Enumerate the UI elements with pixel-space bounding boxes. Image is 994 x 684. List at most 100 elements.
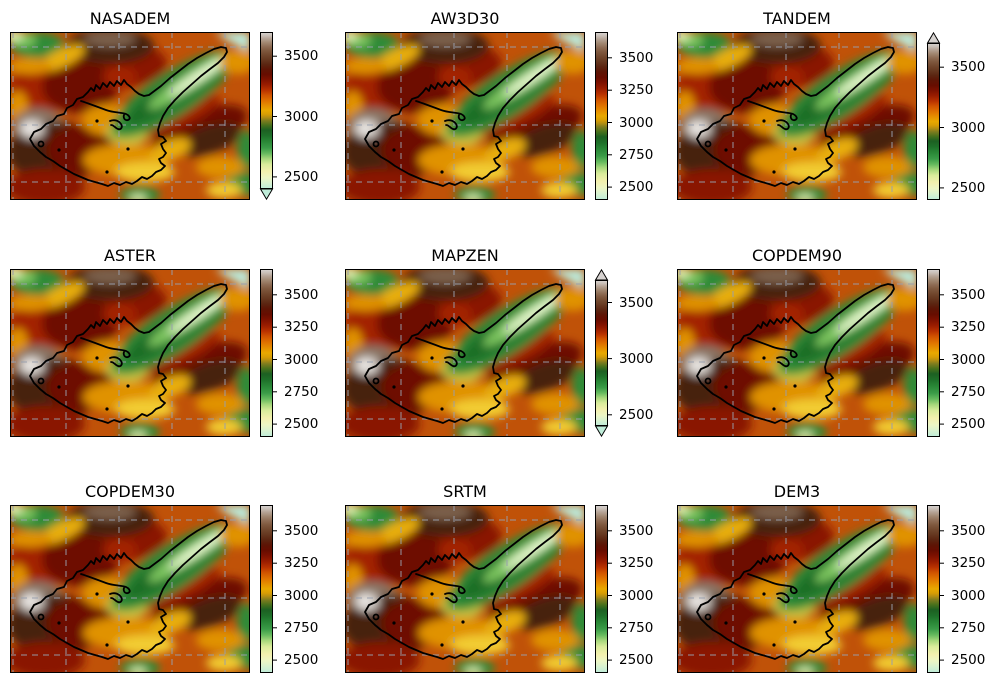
colorbar-tick-label: 2500: [951, 416, 986, 433]
colorbar-tick-label: 3000: [284, 351, 319, 368]
terrain-raster: [677, 505, 917, 673]
contour-dots: [57, 356, 130, 411]
panel-title: COPDEM90: [751, 246, 842, 265]
colorbar-area: 3500 3250 3000 2750 2500: [595, 505, 657, 673]
map-frame: [10, 505, 250, 673]
elevation-map: [10, 32, 250, 200]
colorbar: [927, 269, 944, 437]
contour-dots: [392, 119, 465, 174]
colorbar-tick-label: 2500: [619, 179, 654, 196]
colorbar-tick-label: 3500: [951, 286, 986, 303]
colorbar: [260, 269, 277, 437]
colorbar-tick-label: 3000: [619, 587, 654, 604]
terrain-raster: [677, 32, 917, 200]
colorbar-tick-label: 2750: [619, 146, 654, 163]
elevation-map: [677, 269, 917, 437]
colorbar-tick-label: 3000: [951, 587, 986, 604]
panel-nasadem: NASADEM: [0, 0, 335, 237]
map-frame: [10, 269, 250, 437]
colorbar-tick-label: 3500: [619, 294, 654, 311]
outline-contour: [29, 519, 228, 660]
colorbar-area: 3500 3000 2500: [926, 31, 989, 200]
colorbar-tick-label: 3500: [619, 522, 654, 539]
colorbar-tick-label: 3000: [619, 350, 654, 367]
colorbar-tick-label: 2750: [619, 619, 654, 636]
panel-mapzen: MAPZEN: [335, 237, 667, 473]
colorbar-tick-label: 2500: [951, 652, 986, 669]
colorbar-tick-label: 3000: [951, 119, 986, 136]
contour-dots: [724, 592, 797, 647]
outline-contour: [364, 46, 563, 187]
elevation-map: [345, 505, 585, 673]
colorbar-tick-label: 2500: [284, 416, 319, 433]
colorbar-ticks: [939, 294, 944, 425]
colorbar-tick-label: 2750: [951, 619, 986, 636]
panel-title: SRTM: [443, 482, 487, 501]
panel-title: TANDEM: [763, 9, 831, 28]
elevation-map: [677, 32, 917, 200]
outline-contour: [364, 283, 563, 424]
colorbar-gradient: [260, 32, 273, 189]
terrain-raster: [10, 269, 250, 437]
colorbar-extend-max-arrow: [594, 268, 609, 281]
colorbar-gradient: [927, 43, 940, 200]
panel-dem3: DEM3: [667, 473, 994, 684]
map-frame: [345, 505, 585, 673]
colorbar-ticks: [607, 57, 612, 188]
colorbar-area: 3500 3250 3000 2750 2500: [260, 269, 322, 437]
colorbar-tick-label: 3500: [284, 522, 319, 539]
colorbar-ticks: [272, 55, 277, 178]
terrain-raster: [10, 32, 250, 200]
contour-dots: [57, 592, 130, 647]
panel-tandem: TANDEM: [667, 0, 994, 237]
panel-aw3d30: AW3D30: [335, 0, 667, 237]
colorbar-tick-label: 3250: [951, 555, 986, 572]
colorbar-tick-label: 3250: [619, 555, 654, 572]
colorbar-tick-label: 3500: [284, 48, 319, 65]
colorbar-gradient: [595, 505, 608, 673]
colorbar-tick-label: 2750: [284, 383, 319, 400]
outline-contour: [696, 46, 895, 187]
terrain-raster: [10, 505, 250, 673]
colorbar: [595, 505, 612, 673]
colorbar-tick-label: 3250: [619, 82, 654, 99]
elevation-map: [345, 269, 585, 437]
colorbar-tick-label: 3500: [619, 49, 654, 66]
colorbar-tick-label: 3000: [284, 108, 319, 125]
colorbar-gradient: [595, 32, 608, 200]
panel-title: ASTER: [103, 246, 157, 265]
colorbar-tick-label: 3000: [619, 114, 654, 131]
outline-contour: [29, 283, 228, 424]
colorbar-tick-label: 3500: [951, 522, 986, 539]
colorbar-area: 3500 3000 2500: [259, 32, 322, 201]
map-frame: [345, 32, 585, 200]
colorbar-ticks: [272, 294, 277, 425]
colorbar-area: 3500 3250 3000 2750 2500: [260, 505, 322, 673]
panel-title: NASADEM: [89, 9, 171, 28]
elevation-map: [10, 505, 250, 673]
colorbar-area: 3500 3000 2500: [594, 268, 657, 438]
terrain-raster: [345, 269, 585, 437]
panel-copdem30: COPDEM30: [0, 473, 335, 684]
outline-contour: [364, 519, 563, 660]
panel-title: MAPZEN: [431, 246, 499, 265]
colorbar: [259, 32, 277, 201]
contour-dots: [392, 592, 465, 647]
outline-contour: [696, 519, 895, 660]
colorbar-tick-label: 3250: [951, 319, 986, 336]
colorbar-extend-min-arrow: [594, 425, 609, 438]
colorbar-gradient: [260, 505, 273, 673]
colorbar-gradient: [927, 269, 940, 437]
colorbar-tick-label: 3000: [951, 351, 986, 368]
colorbar-gradient: [595, 280, 608, 426]
contour-dots: [724, 119, 797, 174]
map-frame: [677, 32, 917, 200]
colorbar-tick-label: 2500: [619, 652, 654, 669]
colorbar-ticks: [272, 530, 277, 661]
panel-title: AW3D30: [430, 9, 500, 28]
contour-dots: [57, 119, 130, 174]
terrain-raster: [345, 32, 585, 200]
colorbar: [927, 505, 944, 673]
panel-aster: ASTER: [0, 237, 335, 473]
